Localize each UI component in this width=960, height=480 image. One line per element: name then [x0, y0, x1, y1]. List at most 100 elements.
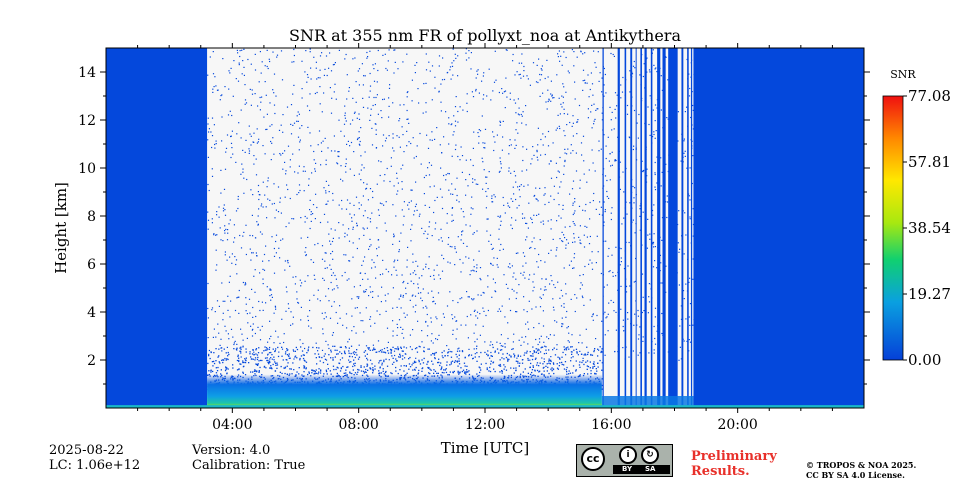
- speckle-dot: [540, 335, 542, 337]
- speckle-dot: [317, 350, 319, 352]
- speckle-dot: [368, 248, 370, 250]
- speckle-dot: [534, 358, 537, 360]
- speckle-dot: [457, 236, 459, 238]
- speckle-dot: [371, 212, 373, 214]
- speckle-dot: [406, 118, 408, 120]
- speckle-dot: [294, 355, 297, 357]
- speckle-dot: [293, 358, 295, 360]
- speckle-dot: [680, 358, 682, 360]
- speckle-dot: [620, 261, 622, 263]
- speckle-dot: [236, 359, 238, 362]
- speckle-dot: [550, 249, 552, 251]
- speckle-dot: [665, 201, 667, 203]
- speckle-dot: [268, 363, 270, 365]
- speckle-dot: [461, 231, 463, 233]
- speckle-dot: [563, 86, 565, 88]
- speckle-dot: [559, 60, 561, 62]
- speckle-dot: [654, 337, 656, 340]
- speckle-dot: [365, 187, 368, 189]
- speckle-dot: [349, 213, 351, 215]
- speckle-dot: [396, 274, 398, 276]
- speckle-dot: [238, 359, 240, 362]
- speckle-dot: [292, 124, 294, 126]
- speckle-dot: [236, 347, 238, 349]
- speckle-dot: [221, 350, 223, 352]
- speckle-dot: [266, 217, 268, 219]
- speckle-dot: [400, 347, 402, 349]
- speckle-dot: [360, 272, 362, 274]
- speckle-dot: [500, 334, 502, 336]
- speckle-dot: [504, 346, 506, 348]
- speckle-dot: [580, 142, 583, 144]
- speckle-dot: [401, 126, 403, 128]
- speckle-dot: [394, 259, 396, 261]
- speckle-dot: [286, 348, 288, 350]
- speckle-dot: [357, 137, 359, 139]
- speckle-dot: [449, 364, 451, 366]
- speckle-dot: [377, 239, 379, 241]
- speckle-dot: [260, 101, 262, 103]
- speckle-dot: [329, 317, 332, 319]
- speckle-dot: [567, 340, 569, 342]
- speckle-dot: [306, 217, 308, 219]
- speckle-dot: [497, 266, 499, 268]
- speckle-dot: [679, 325, 681, 327]
- speckle-dot: [332, 359, 334, 361]
- speckle-dot: [338, 119, 340, 121]
- speckle-dot: [529, 366, 531, 369]
- speckle-dot: [215, 360, 217, 362]
- speckle-dot: [536, 156, 538, 158]
- speckle-dot: [587, 353, 589, 356]
- speckle-dot: [275, 364, 277, 366]
- speckle-dot: [309, 199, 311, 201]
- speckle-dot: [571, 346, 573, 348]
- speckle-dot: [376, 351, 378, 353]
- speckle-dot: [222, 319, 224, 321]
- speckle-dot: [355, 351, 357, 354]
- surface-return-line: [106, 405, 864, 408]
- speckle-dot: [574, 201, 576, 203]
- speckle-dot: [482, 307, 484, 309]
- speckle-dot: [440, 362, 442, 364]
- speckle-dot: [358, 68, 361, 70]
- speckle-dot: [451, 155, 453, 157]
- preliminary-line-2: Results.: [691, 464, 750, 479]
- speckle-dot: [403, 201, 405, 203]
- speckle-dot: [251, 89, 253, 91]
- speckle-dot: [625, 291, 628, 293]
- speckle-dot: [439, 188, 442, 190]
- speckle-dot: [593, 363, 595, 365]
- speckle-dot: [579, 334, 581, 336]
- speckle-dot: [345, 372, 347, 374]
- speckle-dot: [599, 72, 601, 74]
- speckle-dot: [529, 355, 532, 357]
- speckle-dot: [393, 261, 395, 263]
- speckle-dot: [452, 300, 454, 302]
- speckle-dot: [578, 104, 581, 107]
- speckle-dot: [509, 98, 511, 100]
- speckle-dot: [336, 366, 338, 368]
- speckle-dot: [345, 313, 348, 315]
- speckle-dot: [465, 256, 467, 258]
- speckle-dot: [552, 349, 554, 351]
- speckle-dot: [262, 181, 264, 183]
- speckle-dot: [275, 209, 277, 211]
- speckle-dot: [370, 291, 372, 293]
- speckle-dot: [633, 60, 635, 63]
- speckle-dot: [656, 156, 658, 158]
- speckle-dot: [242, 372, 244, 374]
- speckle-dot: [586, 368, 588, 370]
- speckle-dot: [307, 319, 309, 322]
- speckle-dot: [315, 342, 317, 344]
- speckle-dot: [352, 352, 354, 354]
- speckle-dot: [403, 104, 405, 106]
- speckle-dot: [271, 236, 273, 238]
- speckle-dot: [414, 295, 417, 297]
- speckle-dot: [649, 134, 651, 136]
- speckle-dot: [465, 159, 467, 161]
- speckle-dot: [254, 93, 256, 95]
- speckle-dot: [692, 208, 694, 210]
- speckle-dot: [250, 189, 252, 191]
- speckle-dot: [615, 329, 617, 331]
- speckle-dot: [632, 219, 634, 221]
